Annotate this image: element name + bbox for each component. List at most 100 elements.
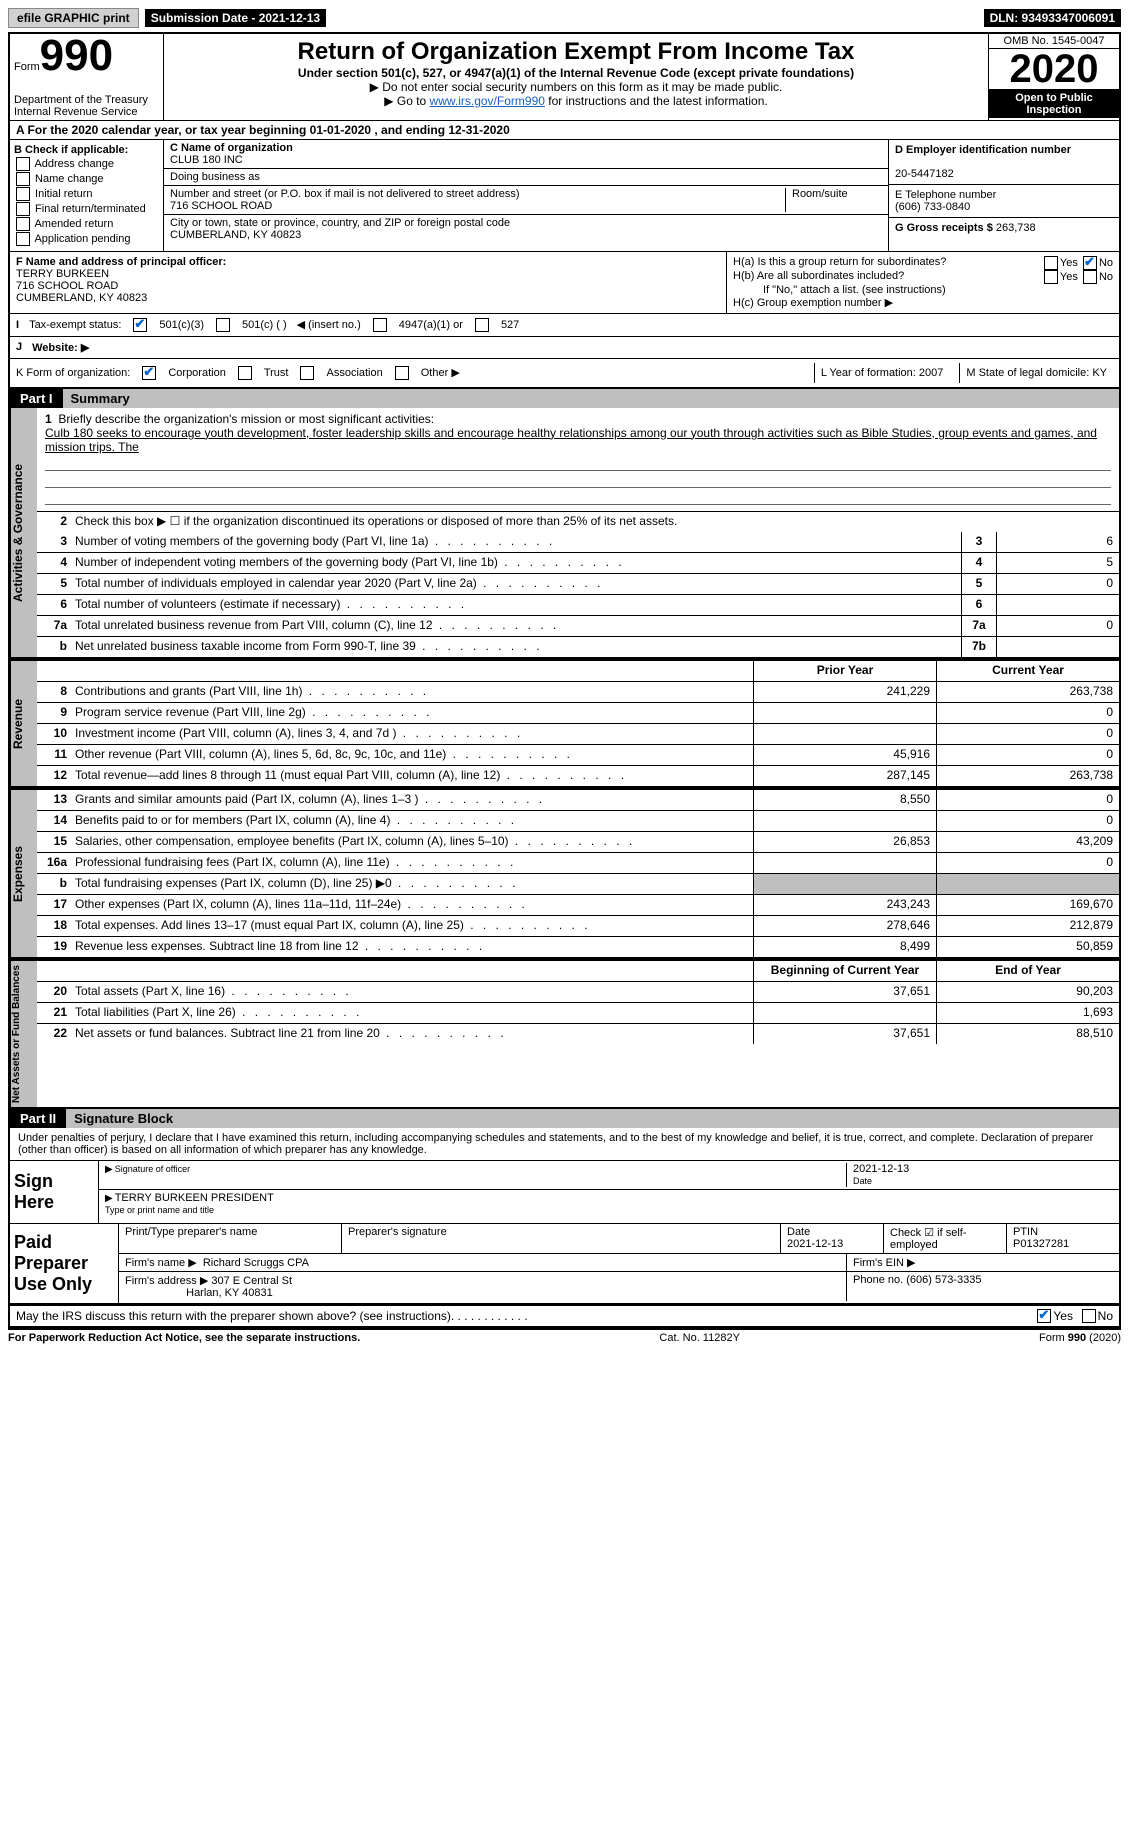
gross-cell: G Gross receipts $ 263,738	[889, 218, 1119, 238]
street-label: Number and street (or P.O. box if mail i…	[170, 188, 520, 200]
tax-year: 2020	[989, 49, 1119, 90]
footer-mid: Cat. No. 11282Y	[659, 1332, 740, 1344]
public-inspection: Open to Public Inspection	[989, 90, 1119, 118]
opt-501c3: 501(c)(3)	[159, 319, 204, 331]
assoc-checkbox[interactable]	[300, 366, 314, 380]
ptin-value: P01327281	[1013, 1238, 1069, 1250]
officer-city: CUMBERLAND, KY 40823	[16, 292, 147, 304]
boxb-item[interactable]: Address change	[14, 157, 159, 171]
assoc-label: Association	[326, 367, 382, 379]
firm-city: Harlan, KY 40831	[186, 1287, 273, 1299]
room-suite-label: Room/suite	[786, 188, 882, 212]
begin-year-header: Beginning of Current Year	[753, 961, 936, 981]
discuss-no-checkbox[interactable]	[1082, 1309, 1096, 1323]
financial-line: 19Revenue less expenses. Subtract line 1…	[37, 937, 1119, 957]
box-f: F Name and address of principal officer:…	[10, 252, 727, 313]
prep-date: 2021-12-13	[787, 1238, 843, 1250]
boxb-item[interactable]: Application pending	[14, 232, 159, 246]
ln2-text: Check this box ▶ ☐ if the organization d…	[71, 512, 1119, 532]
firm-name-line: Firm's name ▶ Richard Scruggs CPA Firm's…	[119, 1254, 1119, 1272]
prep-sig-label: Preparer's signature	[342, 1224, 781, 1253]
k-lm-row: K Form of organization: Corporation Trus…	[8, 359, 1121, 389]
527-checkbox[interactable]	[475, 318, 489, 332]
header-center: Return of Organization Exempt From Incom…	[164, 34, 988, 120]
governance-line: 6Total number of volunteers (estimate if…	[37, 595, 1119, 616]
ha-no-checkbox[interactable]	[1083, 256, 1097, 270]
corp-checkbox[interactable]	[142, 366, 156, 380]
box-c: C Name of organization CLUB 180 INC Doin…	[164, 140, 888, 251]
dept-label: Department of the Treasury Internal Reve…	[14, 94, 159, 118]
financial-line: 18Total expenses. Add lines 13–17 (must …	[37, 916, 1119, 937]
revenue-content: Prior Year Current Year 8Contributions a…	[37, 661, 1119, 786]
part2-title: Signature Block	[66, 1109, 1119, 1128]
ha-yes-checkbox[interactable]	[1044, 256, 1058, 270]
org-name: CLUB 180 INC	[170, 154, 243, 166]
form-title: Return of Organization Exempt From Incom…	[168, 38, 984, 66]
financial-line: 13Grants and similar amounts paid (Part …	[37, 790, 1119, 811]
netassets-content: Beginning of Current Year End of Year 20…	[37, 961, 1119, 1107]
instructions-link[interactable]: www.irs.gov/Form990	[430, 94, 545, 108]
sig-date: 2021-12-13	[853, 1163, 909, 1175]
form-word: Form	[14, 61, 40, 73]
governance-line: 5Total number of individuals employed in…	[37, 574, 1119, 595]
revenue-sidebar: Revenue	[10, 661, 37, 786]
page-footer: For Paperwork Reduction Act Notice, see …	[8, 1328, 1121, 1346]
opt-4947: 4947(a)(1) or	[399, 319, 463, 331]
501c-checkbox[interactable]	[216, 318, 230, 332]
expenses-content: 13Grants and similar amounts paid (Part …	[37, 790, 1119, 957]
header-right: OMB No. 1545-0047 2020 Open to Public In…	[988, 34, 1119, 120]
header-left: Form990 Department of the Treasury Inter…	[10, 34, 164, 120]
org-info-block: B Check if applicable: Address change Na…	[8, 140, 1121, 252]
box-f-label: F Name and address of principal officer:	[16, 256, 226, 268]
phone-value: (606) 573-3335	[906, 1274, 981, 1286]
col-headers-row: Prior Year Current Year	[37, 661, 1119, 682]
sig-officer-line: Signature of officer 2021-12-13Date	[99, 1161, 1119, 1190]
governance-line: 4Number of independent voting members of…	[37, 553, 1119, 574]
form-header: Form990 Department of the Treasury Inter…	[8, 32, 1121, 120]
financial-line: 16aProfessional fundraising fees (Part I…	[37, 853, 1119, 874]
efile-print-button[interactable]: efile GRAPHIC print	[8, 8, 139, 28]
city-label: City or town, state or province, country…	[170, 217, 510, 229]
officer-printed-name: TERRY BURKEEN PRESIDENT	[115, 1192, 274, 1204]
ein-label: D Employer identification number	[895, 144, 1071, 156]
tax-period-row: A For the 2020 calendar year, or tax yea…	[8, 120, 1121, 140]
hc-label: H(c) Group exemption number ▶	[733, 296, 1113, 309]
ptin-label: PTIN	[1013, 1226, 1038, 1238]
financial-line: bTotal fundraising expenses (Part IX, co…	[37, 874, 1119, 895]
footer-right: Form 990 (2020)	[1039, 1332, 1121, 1344]
officer-name-line: TERRY BURKEEN PRESIDENTType or print nam…	[99, 1190, 1119, 1218]
boxb-item[interactable]: Initial return	[14, 187, 159, 201]
hb-no-checkbox[interactable]	[1083, 270, 1097, 284]
firm-ein-label: Firm's EIN ▶	[847, 1254, 1119, 1271]
other-checkbox[interactable]	[395, 366, 409, 380]
submission-date-label: Submission Date - 2021-12-13	[145, 9, 326, 27]
netassets-section: Net Assets or Fund Balances Beginning of…	[8, 959, 1121, 1109]
boxb-item[interactable]: Amended return	[14, 217, 159, 231]
501c3-checkbox[interactable]	[133, 318, 147, 332]
part1-title: Summary	[63, 389, 1119, 408]
financial-line: 8Contributions and grants (Part VIII, li…	[37, 682, 1119, 703]
box-b: B Check if applicable: Address change Na…	[10, 140, 164, 251]
boxb-item[interactable]: Final return/terminated	[14, 202, 159, 216]
no-label: No	[1099, 257, 1113, 269]
hb-label: H(b) Are all subordinates included?	[733, 270, 904, 284]
4947-checkbox[interactable]	[373, 318, 387, 332]
ein-cell: D Employer identification number 20-5447…	[889, 140, 1119, 185]
expenses-sidebar: Expenses	[10, 790, 37, 957]
yes-label: Yes	[1060, 257, 1078, 269]
trust-checkbox[interactable]	[238, 366, 252, 380]
opt-501c: 501(c) ( )	[242, 319, 287, 331]
corp-label: Corporation	[168, 367, 225, 379]
no-label2: No	[1099, 271, 1113, 283]
boxb-item[interactable]: Name change	[14, 172, 159, 186]
discuss-yes-checkbox[interactable]	[1037, 1309, 1051, 1323]
firm-name-label: Firm's name ▶	[125, 1257, 197, 1269]
k-label: K Form of organization:	[16, 367, 130, 379]
city-value: CUMBERLAND, KY 40823	[170, 229, 301, 241]
insert-no: ◀ (insert no.)	[297, 318, 361, 331]
hb-yes-checkbox[interactable]	[1044, 270, 1058, 284]
hb-note: If "No," attach a list. (see instruction…	[733, 284, 1113, 296]
type-name-label: Type or print name and title	[105, 1205, 214, 1215]
dba-cell: Doing business as	[164, 169, 888, 186]
firm-addr-line: Firm's address ▶ 307 E Central St Harlan…	[119, 1272, 1119, 1301]
